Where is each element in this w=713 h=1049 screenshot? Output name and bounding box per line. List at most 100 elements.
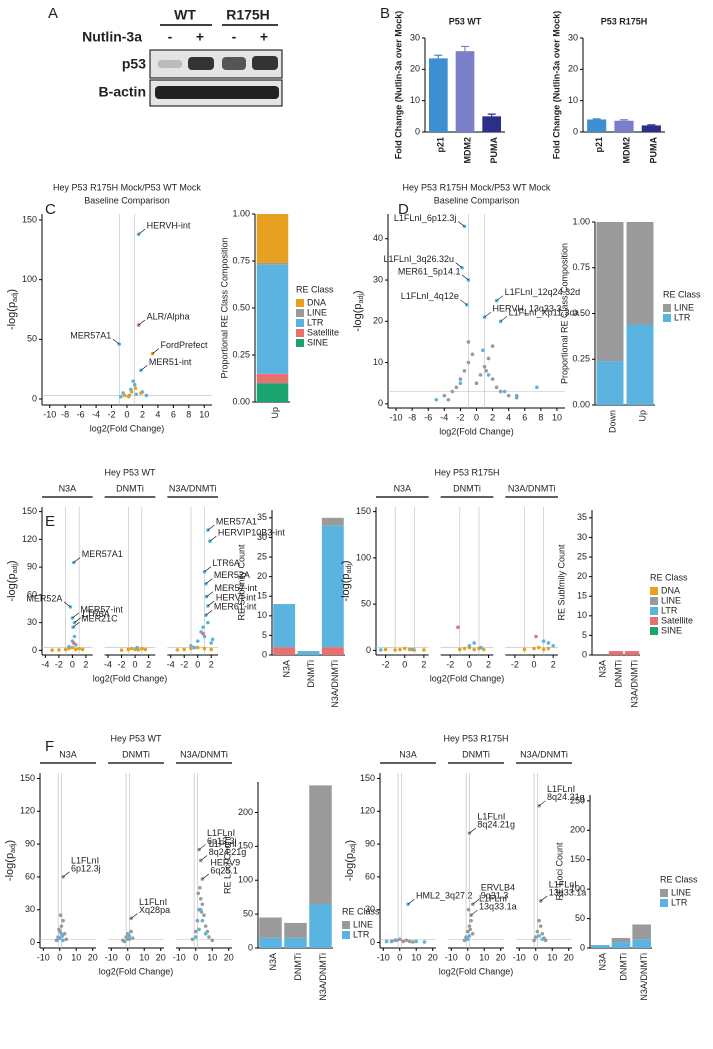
- legend-label: Satellite: [661, 615, 693, 625]
- y-axis-label: Fold Change (Nutlin-3a over Mock): [393, 11, 403, 160]
- legend-swatch: [296, 319, 304, 327]
- point: [462, 938, 467, 943]
- point: [192, 645, 197, 650]
- y-tick-label: 35: [577, 512, 587, 522]
- point: [481, 647, 486, 652]
- bar-segment: [591, 945, 610, 948]
- x-tick-label: 0: [124, 409, 129, 419]
- x-tick-label: 20: [156, 952, 166, 962]
- x-tick-label: 0: [133, 659, 138, 669]
- point: [200, 902, 205, 907]
- point: [195, 639, 200, 643]
- x-tick-label: PUMA: [649, 137, 659, 164]
- point-label: 8q24.21g: [477, 820, 515, 830]
- facet-label: DNMTi: [116, 483, 144, 493]
- point: [198, 907, 203, 912]
- facet-label: N3A/DNMTi: [180, 749, 228, 759]
- legend-swatch: [342, 921, 350, 929]
- chart-title: Hey P53 R175H: [434, 467, 499, 477]
- point-label: HERVH_13q33.3: [493, 304, 562, 314]
- y-axis-label: -log(padj): [4, 840, 17, 881]
- x-tick-label: N3A: [268, 953, 278, 971]
- x-tick-label: 10: [411, 952, 421, 962]
- y-tick-label: 10: [410, 95, 420, 105]
- facet-label: DNMTi: [453, 483, 481, 493]
- point: [466, 907, 471, 912]
- point: [398, 647, 402, 652]
- point: [397, 937, 402, 942]
- legend-title: RE Class: [660, 874, 698, 884]
- point: [61, 938, 65, 943]
- y-tick-label: 100: [22, 274, 37, 284]
- point: [64, 937, 69, 942]
- y-tick-label: 0.00: [572, 399, 590, 409]
- x-tick-label: -10: [513, 952, 526, 962]
- group-label: WT: [174, 7, 196, 23]
- point: [411, 940, 415, 944]
- chart-title: Hey P53 WT: [104, 467, 156, 477]
- point: [198, 896, 203, 901]
- chart-title: P53 WT: [449, 16, 482, 26]
- x-tick-label: Up: [270, 407, 280, 419]
- x-tick-label: DNMTi: [613, 660, 623, 688]
- chart-title: Baseline Comparison: [434, 195, 520, 205]
- point: [200, 918, 205, 923]
- legend-label: LINE: [661, 595, 681, 605]
- point: [393, 648, 397, 652]
- point: [195, 918, 200, 923]
- point: [63, 647, 68, 652]
- panel-letter: A: [48, 5, 58, 22]
- y-axis-label-part: adj: [350, 843, 357, 853]
- point: [202, 646, 207, 651]
- y-tick-label: 150: [20, 773, 35, 783]
- bar-segment: [611, 942, 631, 948]
- row-label: B-actin: [99, 84, 146, 100]
- point: [61, 918, 65, 923]
- legend-label: LINE: [674, 302, 694, 312]
- point: [442, 393, 447, 398]
- group-label: R175H: [226, 7, 270, 23]
- x-tick-label: -4: [104, 659, 112, 669]
- leader-line: [204, 566, 212, 572]
- x-tick-label: 0: [533, 952, 538, 962]
- point-label: HERVIP10B3-int: [218, 528, 285, 538]
- point: [456, 625, 460, 630]
- y-axis-label-part: adj: [12, 292, 19, 302]
- panel-letter: F: [45, 738, 54, 755]
- point-label: MER52A: [214, 570, 250, 580]
- y-tick-label: 120: [360, 806, 375, 816]
- point: [143, 647, 147, 652]
- point: [80, 647, 85, 652]
- facet-label: N3A: [59, 749, 77, 759]
- point: [537, 918, 541, 923]
- y-axis-label: -log(padj): [6, 560, 19, 601]
- legend-swatch: [296, 309, 304, 317]
- x-axis-label: log2(Fold Change): [93, 673, 168, 683]
- legend-swatch: [650, 627, 658, 635]
- point: [479, 645, 483, 650]
- leader-line: [140, 365, 148, 371]
- x-tick-label: Up: [637, 410, 647, 422]
- x-tick-label: -8: [408, 412, 416, 422]
- y-tick-label: 60: [365, 871, 375, 881]
- bar-segment: [596, 222, 624, 362]
- panel-letter: B: [380, 5, 390, 22]
- leader-line: [538, 800, 546, 807]
- x-tick-label: 10: [139, 952, 149, 962]
- y-axis-label-part: ): [6, 560, 18, 564]
- y-axis-label-part: ): [6, 289, 18, 293]
- bar-segment: [321, 517, 344, 526]
- leader-line: [472, 899, 480, 905]
- point: [62, 931, 67, 936]
- point-label: ALR/Alpha: [147, 311, 190, 321]
- point: [206, 620, 210, 625]
- point: [537, 645, 541, 650]
- leader-line: [407, 899, 415, 905]
- legend-swatch: [650, 617, 658, 625]
- point: [468, 927, 473, 932]
- y-tick-label: 90: [27, 562, 37, 572]
- bar: [429, 58, 448, 132]
- point: [414, 939, 419, 944]
- y-axis-label-part: adj: [12, 564, 19, 574]
- row-label: p53: [122, 56, 146, 72]
